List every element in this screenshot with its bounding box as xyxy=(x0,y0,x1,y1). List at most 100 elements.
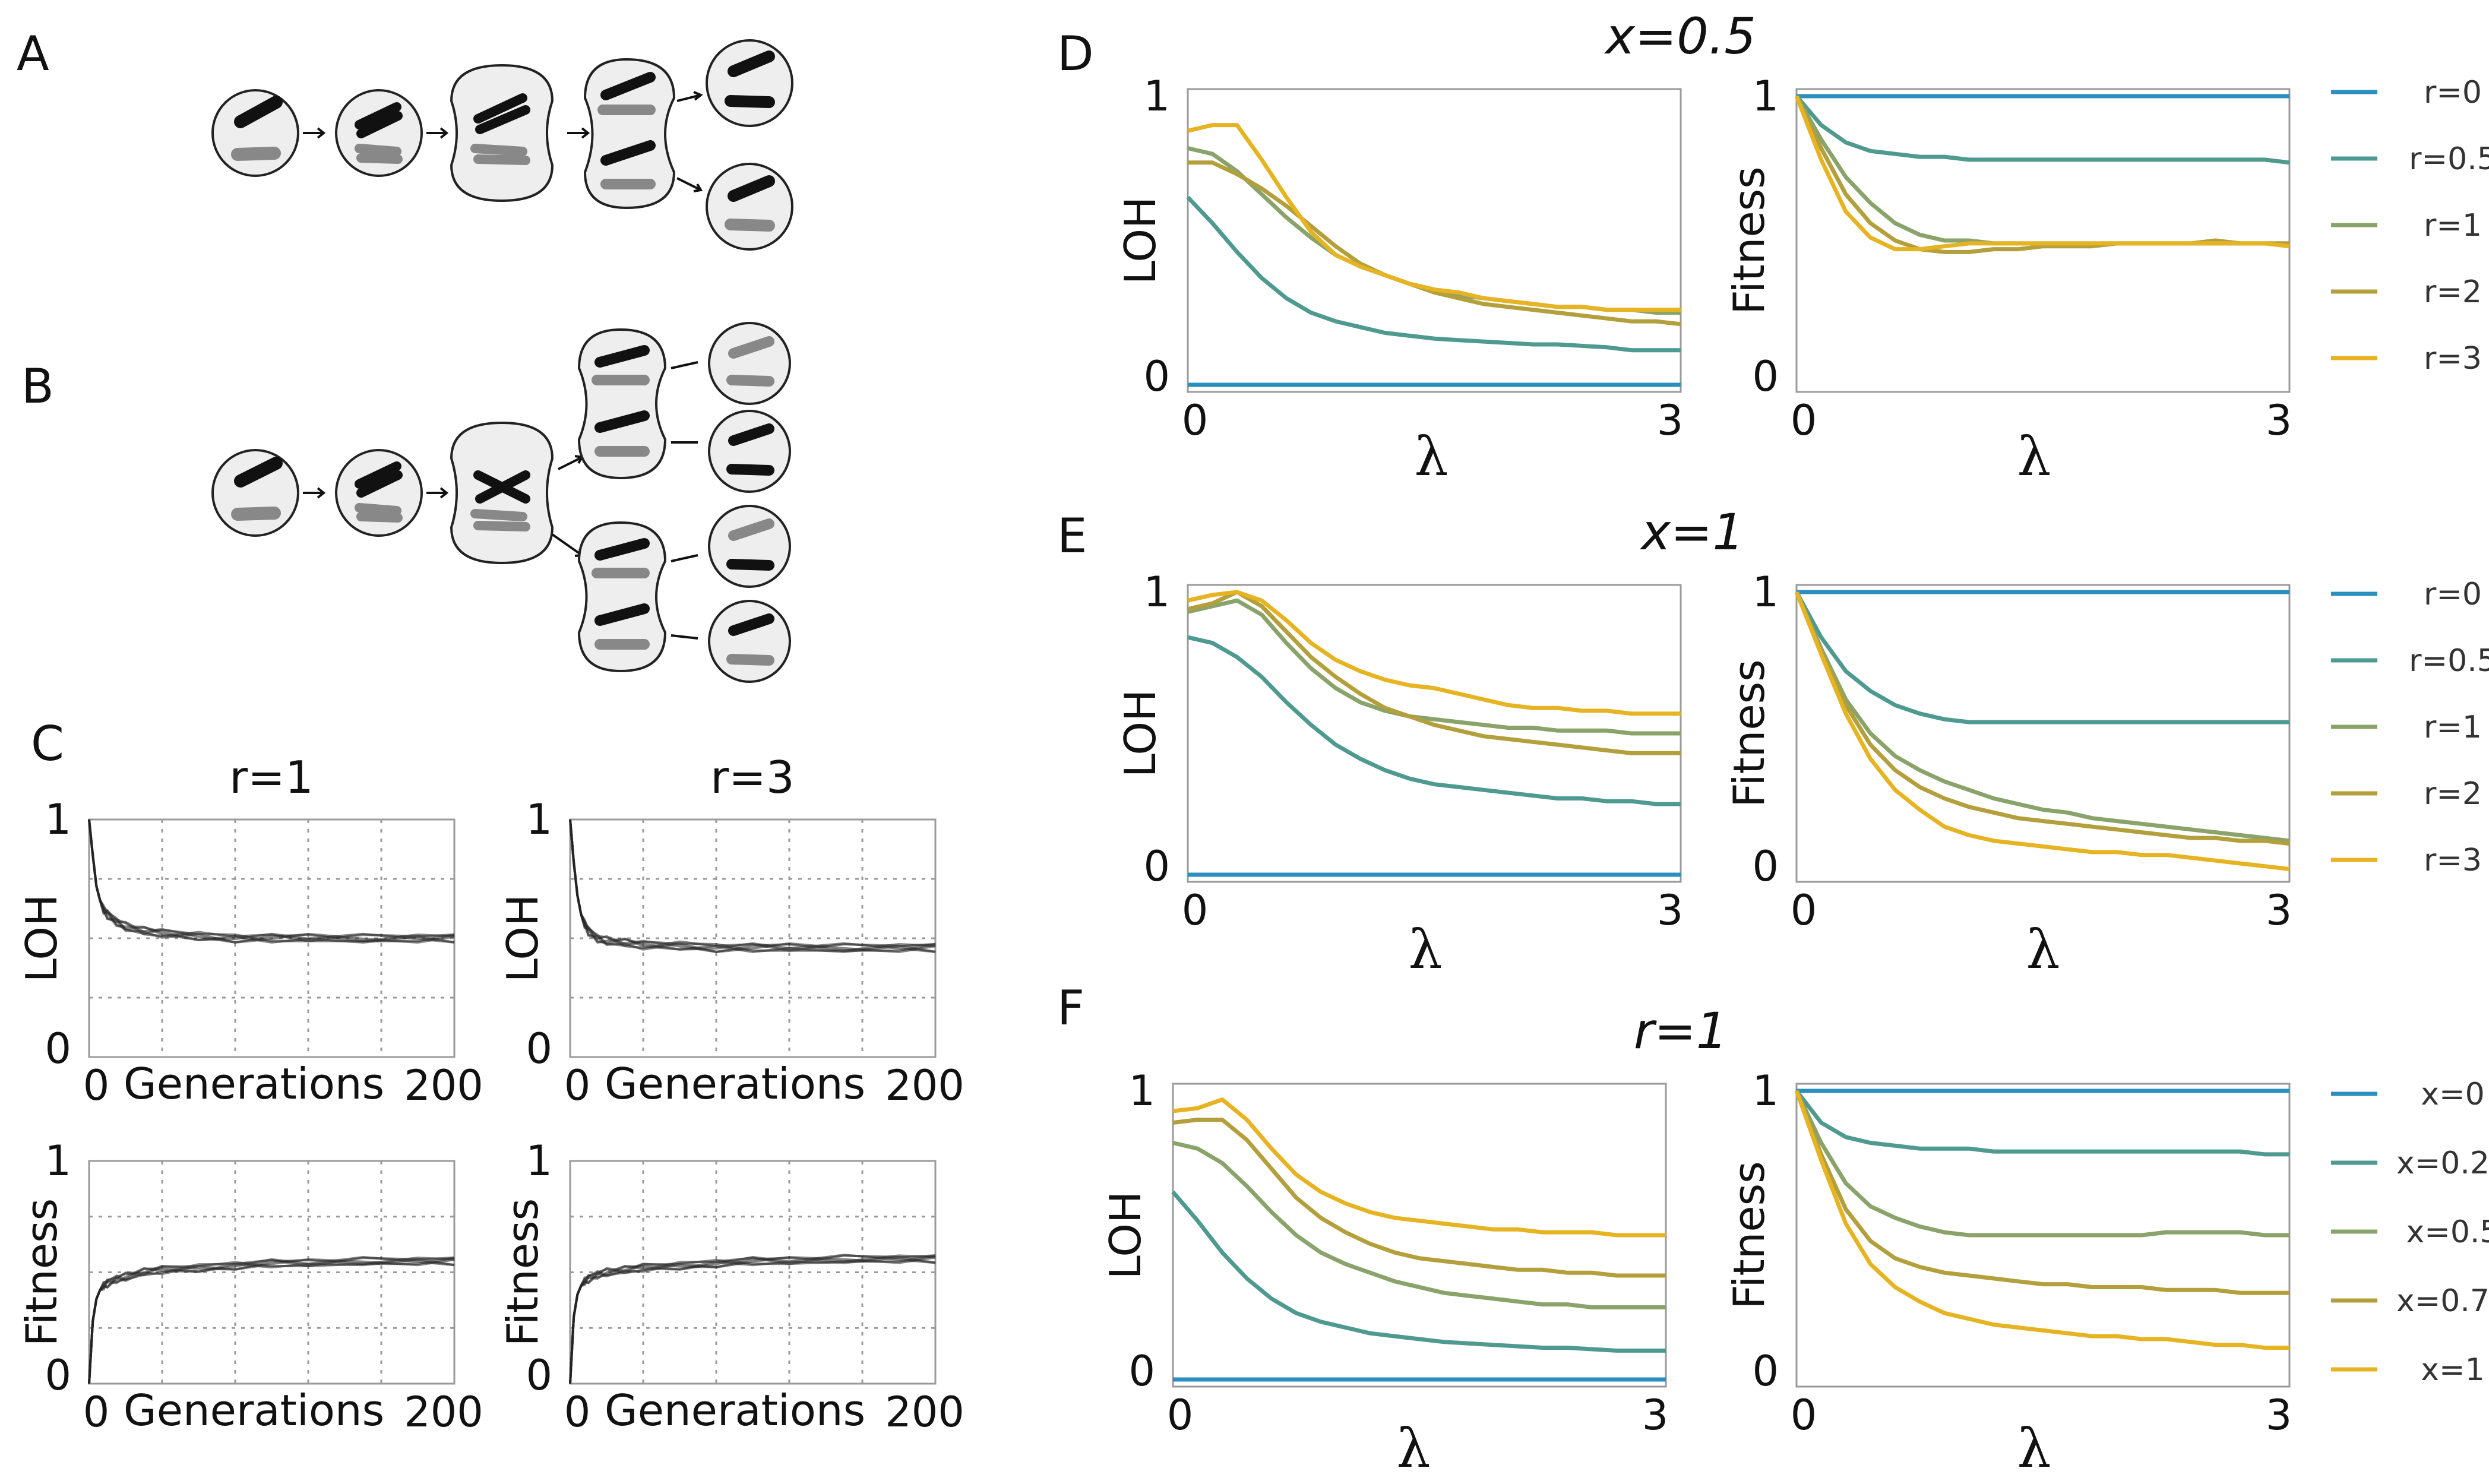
daughter-cell-b3 xyxy=(708,505,791,588)
series-line-x-1 xyxy=(1172,1097,1666,1238)
y-tick-label-min: 0 xyxy=(1752,842,1779,891)
x-tick-label-max: 3 xyxy=(2266,886,2292,935)
gray-chromosome xyxy=(725,219,775,232)
y-tick-label-max: 1 xyxy=(1752,1067,1779,1115)
gray-chromosomes xyxy=(592,568,650,650)
chart-C_loh_r3: 1 00 200 LOH Generations r=3 xyxy=(498,751,964,1110)
trajectory-line xyxy=(88,1257,455,1384)
y-tick-label-max: 1 xyxy=(1143,568,1170,616)
x-axis-label: λ xyxy=(1408,919,1442,981)
x-tick-label-max: 200 xyxy=(885,1061,964,1110)
black-chromosome xyxy=(728,613,774,636)
arrow xyxy=(426,127,449,139)
trajectory-line xyxy=(569,1255,936,1384)
legend-label: r=1 xyxy=(2424,710,2482,745)
daughter-cell-b4 xyxy=(708,600,791,683)
x-tick-label-max: 200 xyxy=(885,1388,964,1436)
y-tick-label-min: 0 xyxy=(1128,1347,1155,1396)
series-line-r-3 xyxy=(1794,95,2290,252)
trajectory-line xyxy=(569,819,936,952)
y-tick-label-max: 1 xyxy=(45,795,71,844)
plot-frame xyxy=(1187,584,1682,883)
gray-chromosomes xyxy=(355,503,403,523)
series-line-r-2 xyxy=(1794,591,2290,846)
black-chromosomes xyxy=(473,93,530,134)
x-axis-label: λ xyxy=(1414,426,1448,488)
y-axis-label: Fitness xyxy=(1724,659,1774,807)
y-tick-label-min: 0 xyxy=(526,1024,552,1073)
crossover-chromosomes xyxy=(473,470,530,504)
series-line-r-0-5 xyxy=(1186,195,1681,353)
y-tick-label-max: 1 xyxy=(1752,72,1779,121)
chart-F_fit: 1 00 3 Fitness λ x=0 x=0.25 x=0.5 x=0.75 x=1 xyxy=(1724,1067,2489,1480)
y-tick-label-min: 0 xyxy=(526,1351,552,1400)
gray-chromosomes xyxy=(470,509,530,531)
legend-label: x=0 xyxy=(2421,1077,2484,1112)
series-line-x-0-75 xyxy=(1794,1090,2289,1295)
black-chromosome xyxy=(234,457,283,488)
series-line-r-3 xyxy=(1187,590,1681,716)
series-line-x-0-25 xyxy=(1795,1089,2289,1157)
series-line-r-3 xyxy=(1794,591,2290,871)
daughter-cell-a1 xyxy=(706,39,793,127)
y-tick-label-min: 0 xyxy=(1752,352,1779,401)
series-line-x-0-25 xyxy=(1171,1190,1666,1353)
gray-chromosomes xyxy=(592,375,650,457)
arrow xyxy=(551,533,584,557)
x-axis-label: λ xyxy=(2017,426,2051,488)
chart-D_fit: 1 00 3 Fitness λ r=0 r=0.5 r=1 r=2 r=3 xyxy=(1724,72,2489,488)
y-axis-label: LOH xyxy=(498,894,548,982)
chart-E_fit: 1 00 3 Fitness λ r=0 r=0.5 r=1 r=2 r=3 xyxy=(1724,568,2489,981)
y-axis-label: Fitness xyxy=(498,1198,548,1346)
cell-a1 xyxy=(211,89,299,177)
trajectory-line xyxy=(88,819,455,944)
trajectory-line xyxy=(569,1254,936,1384)
arrow xyxy=(567,127,590,139)
panel-label-b: B xyxy=(21,359,54,414)
daughter-cell-b2 xyxy=(708,410,791,493)
trajectory-line xyxy=(569,819,936,954)
y-axis-label: LOH xyxy=(1115,689,1165,777)
trajectory-line xyxy=(569,1254,936,1384)
x-tick-label-min: 0 xyxy=(1182,886,1209,935)
panel-label-e: E xyxy=(1057,508,1087,564)
trajectory-line xyxy=(569,1254,936,1384)
series-line-r-0-5 xyxy=(1795,94,2290,165)
legend-label: r=0.5 xyxy=(2409,141,2489,177)
x-tick-label-max: 200 xyxy=(404,1061,483,1110)
arrow xyxy=(558,455,584,470)
series-line-x-0-75 xyxy=(1172,1118,1666,1278)
x-axis-label: λ xyxy=(2026,919,2060,981)
gray-chromosomes xyxy=(470,144,530,165)
legend-label: r=3 xyxy=(2424,341,2482,376)
panel-label-d: D xyxy=(1057,26,1094,81)
chart-D_loh: 1 00 3 LOH λ x=0.5 xyxy=(1115,7,1756,488)
trajectory-line xyxy=(569,819,936,954)
x-axis-label: Generations xyxy=(605,1385,865,1435)
trajectory-line xyxy=(88,1257,455,1384)
x-tick-label-min: 0 xyxy=(1791,1391,1817,1439)
trajectory-line xyxy=(569,819,936,953)
subplot-title: r=3 xyxy=(710,751,794,803)
gray-chromosomes-replicated xyxy=(355,144,403,164)
black-chromosome xyxy=(728,175,775,202)
legend-label: r=1 xyxy=(2424,208,2482,243)
trajectory-line xyxy=(88,819,455,944)
black-chromosome xyxy=(726,559,774,571)
y-tick-label-max: 1 xyxy=(1143,72,1170,121)
series-line-r-2 xyxy=(1188,160,1681,327)
black-chromosomes xyxy=(355,461,403,498)
trajectory-line xyxy=(88,819,455,942)
x-tick-label-max: 3 xyxy=(1642,1391,1669,1439)
chart-C_fit_r1: 1 00 200 Fitness Generations xyxy=(17,1137,483,1436)
arrow xyxy=(303,127,326,139)
plot-frame xyxy=(1795,584,2291,883)
plot-frame xyxy=(1187,88,1682,393)
y-tick-label-min: 0 xyxy=(45,1024,71,1073)
dividing-cell-b xyxy=(450,421,554,565)
legend-label: r=0 xyxy=(2424,577,2482,612)
group-title: r=1 xyxy=(1634,1002,1728,1060)
y-tick-label-max: 1 xyxy=(1128,1067,1155,1115)
x-tick-label-max: 3 xyxy=(1657,396,1684,445)
